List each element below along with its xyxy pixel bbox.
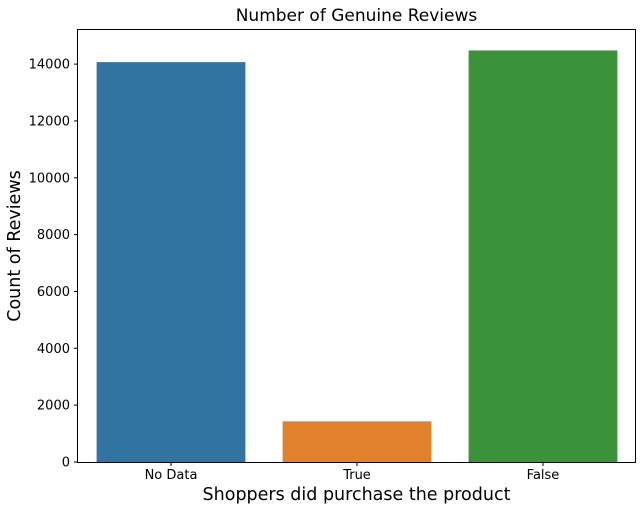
- bar-no-data: [96, 62, 246, 463]
- y-axis-ticks: 0 2000 4000 6000 8000 10000 12000 14000: [29, 58, 78, 471]
- bar-false: [468, 50, 618, 463]
- y-tick-label: 12000: [29, 114, 70, 129]
- x-axis-ticks: No Data True False: [145, 462, 560, 483]
- chart-title: Number of Genuine Reviews: [236, 6, 478, 26]
- x-axis-title: Shoppers did purchase the product: [203, 485, 511, 505]
- y-tick-label: 6000: [37, 285, 70, 300]
- x-tick-label: True: [342, 468, 371, 483]
- bar-true: [282, 421, 432, 462]
- x-tick-label: False: [527, 468, 560, 483]
- y-tick-label: 0: [62, 456, 70, 471]
- y-tick-label: 2000: [37, 399, 70, 414]
- y-axis-title: Count of Reviews: [5, 170, 25, 322]
- plot-frame: [77, 29, 636, 463]
- y-tick-label: 8000: [37, 228, 70, 243]
- x-tick-label: No Data: [145, 468, 198, 483]
- y-tick-label: 4000: [37, 342, 70, 357]
- bars: [96, 50, 618, 463]
- y-tick-label: 14000: [29, 58, 70, 73]
- y-tick-label: 10000: [29, 171, 70, 186]
